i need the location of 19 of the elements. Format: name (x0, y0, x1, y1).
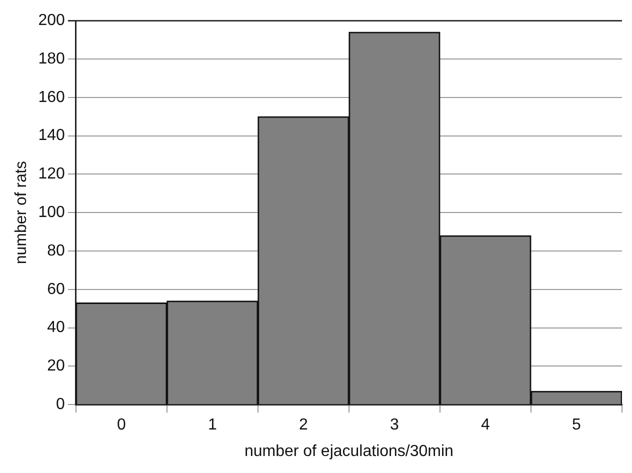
y-tick-label: 0 (56, 396, 65, 414)
y-tick-label: 80 (47, 242, 65, 260)
y-tick-label: 180 (38, 50, 65, 68)
y-tick-label: 200 (38, 12, 65, 30)
x-tick-label: 2 (298, 416, 308, 434)
x-tick-label: 5 (572, 416, 582, 434)
y-axis-title: number of rats (13, 161, 30, 264)
y-tick-label: 20 (47, 358, 65, 375)
x-tick-label: 4 (481, 416, 490, 434)
x-tick-label: 0 (116, 416, 126, 434)
y-tick-label: 60 (47, 280, 65, 298)
x-axis-title: number of ejaculations/30min (244, 442, 454, 460)
y-tick-label: 160 (38, 88, 65, 106)
y-tick-label: 120 (38, 166, 65, 183)
y-tick-label: 40 (47, 319, 65, 336)
x-tick-label: 1 (208, 416, 217, 434)
y-tick-label: 140 (38, 127, 65, 144)
y-tick-label: 100 (38, 204, 65, 222)
x-tick-label: 3 (390, 416, 400, 434)
